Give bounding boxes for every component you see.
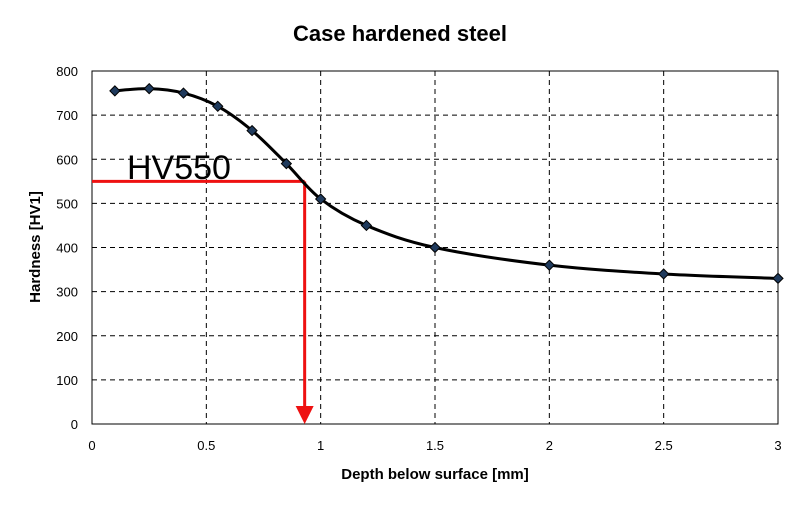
data-point-marker (314, 193, 327, 205)
x-axis-ticks: 0 0.5 1 1.5 2 2.5 3 (88, 438, 781, 453)
y-axis-label: Hardness [HV1] (27, 191, 44, 303)
x-tick-label: 2 (546, 438, 553, 453)
y-tick-label: 0 (71, 417, 78, 432)
data-point-marker (657, 268, 670, 280)
x-tick-label: 2.5 (655, 438, 673, 453)
y-tick-label: 500 (56, 196, 78, 211)
data-point-marker (360, 219, 373, 232)
y-tick-label: 300 (56, 285, 78, 300)
data-point-marker (109, 85, 121, 97)
data-point-marker (429, 241, 441, 254)
data-point-marker (143, 82, 155, 95)
plot-area-border (91, 70, 779, 425)
y-tick-label: 600 (56, 152, 78, 167)
y-tick-label: 200 (56, 329, 78, 344)
data-point-marker (212, 100, 224, 113)
data-point-marker (246, 124, 258, 137)
y-axis-ticks: 0 100 200 300 400 500 600 700 800 (56, 64, 78, 432)
y-tick-label: 800 (56, 64, 78, 79)
depth-arrow-head (295, 406, 314, 424)
y-tick-label: 400 (56, 241, 78, 256)
y-tick-label: 700 (56, 108, 78, 123)
x-tick-label: 1 (317, 438, 324, 453)
annotation-layer (92, 179, 314, 424)
x-tick-label: 3 (774, 438, 781, 453)
x-tick-label: 0 (88, 438, 95, 453)
data-point-marker (280, 157, 293, 170)
data-point-marker (543, 259, 556, 271)
x-tick-label: 0.5 (197, 438, 215, 453)
x-tick-label: 1.5 (426, 438, 444, 453)
chart-title: Case hardened steel (293, 21, 507, 46)
series-markers (109, 82, 784, 285)
data-point-marker (772, 272, 784, 285)
x-axis-label: Depth below surface [mm] (341, 466, 529, 483)
data-point-marker (177, 87, 190, 99)
y-tick-label: 100 (56, 373, 78, 388)
grid-layer (92, 71, 778, 424)
annotation-label: HV550 (127, 149, 231, 187)
